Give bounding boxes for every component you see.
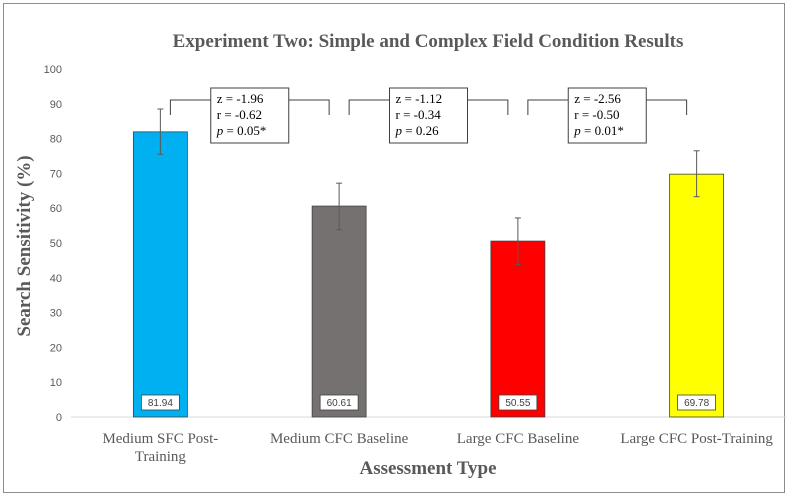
y-tick-label: 90 xyxy=(50,99,62,111)
chart-frame: Experiment Two: Simple and Complex Field… xyxy=(3,3,786,493)
y-tick-label: 50 xyxy=(50,238,62,250)
stats-p-value: = 0.05* xyxy=(223,123,266,138)
value-label-box xyxy=(677,394,717,411)
significance-annotations: z = -1.96r = -0.62p = 0.05*z = -1.12r = … xyxy=(169,87,688,144)
comparison-bracket xyxy=(348,99,509,115)
stats-p-symbol: p xyxy=(395,123,403,138)
y-tick-label: 100 xyxy=(44,64,62,76)
stats-z: z = -1.96 xyxy=(217,91,264,106)
value-label-box xyxy=(140,394,180,411)
value-label: 50.55 xyxy=(505,398,530,409)
comparison-bracket xyxy=(527,99,688,115)
bar-chart: Experiment Two: Simple and Complex Field… xyxy=(14,31,786,479)
y-tick-label: 70 xyxy=(50,168,62,180)
y-axis-label: Search Sensitivity (%) xyxy=(14,155,35,336)
x-tick-label: Medium CFC Baseline xyxy=(270,431,409,447)
stats-box xyxy=(389,87,468,144)
stats-box xyxy=(567,87,647,144)
stats-p: p = 0.05* xyxy=(216,123,267,138)
stats-r: r = -0.62 xyxy=(217,107,262,122)
value-label-box xyxy=(319,394,359,411)
stats-r: r = -0.50 xyxy=(574,107,619,122)
x-axis-categories: Medium SFC Post- Training Medium CFC Basel… xyxy=(102,431,773,465)
y-tick-label: 60 xyxy=(50,203,62,215)
bar xyxy=(669,173,725,418)
stats-z: z = -2.56 xyxy=(574,91,621,106)
bar xyxy=(311,205,367,418)
y-tick-label: 40 xyxy=(50,273,62,285)
value-label: 81.94 xyxy=(148,398,173,409)
stats-box xyxy=(210,87,290,144)
stats-p-value: = 0.01* xyxy=(581,123,624,138)
stats-p-symbol: p xyxy=(216,123,224,138)
stats-r: r = -0.34 xyxy=(396,107,442,122)
x-tick-label: Large CFC Baseline xyxy=(457,431,580,447)
value-labels: 81.94 60.61 50.55 69.78 xyxy=(140,394,717,411)
y-tick-label: 30 xyxy=(50,308,62,320)
bar xyxy=(490,240,546,418)
stats-p-symbol: p xyxy=(573,123,581,138)
value-label: 60.61 xyxy=(327,398,352,409)
y-tick-label: 80 xyxy=(50,134,62,146)
chart-title: Experiment Two: Simple and Complex Field… xyxy=(173,31,684,52)
error-bars xyxy=(157,108,700,266)
bar xyxy=(132,131,188,418)
comparison-bracket xyxy=(169,99,330,115)
x-axis-label: Assessment Type xyxy=(359,458,496,479)
y-tick-label: 20 xyxy=(50,342,62,354)
y-tick-label: 0 xyxy=(56,412,62,424)
x-tick-label: Large CFC Post-Training xyxy=(620,431,773,447)
stats-p: p = 0.26 xyxy=(395,123,440,138)
value-label-box xyxy=(498,394,538,411)
value-label: 69.78 xyxy=(684,398,709,409)
stats-p: p = 0.01* xyxy=(573,123,624,138)
y-axis-ticks: 0 10 20 30 40 50 60 70 80 90 100 xyxy=(44,64,62,424)
x-tick-label: Training xyxy=(135,449,187,465)
y-tick-label: 10 xyxy=(50,377,62,389)
stats-z: z = -1.12 xyxy=(396,91,443,106)
bars xyxy=(132,131,725,418)
stats-p-value: = 0.26 xyxy=(402,123,439,138)
x-tick-label: Medium SFC Post- xyxy=(102,431,218,447)
